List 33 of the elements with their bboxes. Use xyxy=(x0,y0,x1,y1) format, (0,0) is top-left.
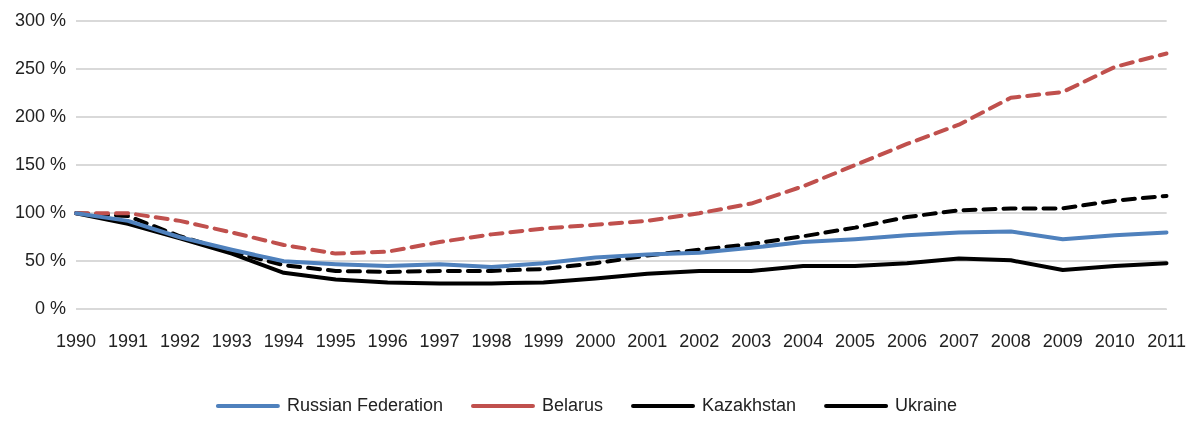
x-tick-label: 2008 xyxy=(990,331,1031,352)
x-tick-label: 1996 xyxy=(367,331,408,352)
x-tick-label: 2009 xyxy=(1042,331,1083,352)
y-tick-label: 50 % xyxy=(25,250,67,271)
y-tick-label: 200 % xyxy=(14,105,67,126)
y-tick-label: 250 % xyxy=(14,57,67,78)
x-tick-label: 1991 xyxy=(107,331,148,352)
legend-label: Ukraine xyxy=(895,394,958,415)
x-tick-label: 1992 xyxy=(159,331,200,352)
x-tick-label: 2000 xyxy=(575,331,616,352)
x-tick-label: 1997 xyxy=(419,331,460,352)
x-tick-label: 1994 xyxy=(263,331,304,352)
x-tick-label: 2007 xyxy=(938,331,979,352)
y-tick-label: 100 % xyxy=(14,202,67,223)
x-tick-label: 1998 xyxy=(471,331,512,352)
x-tick-label: 2010 xyxy=(1094,331,1135,352)
y-tick-label: 0 % xyxy=(35,298,67,319)
x-tick-label: 2003 xyxy=(731,331,772,352)
y-tick-label: 150 % xyxy=(14,154,67,175)
legend-label: Belarus xyxy=(541,394,604,415)
legend-label: Russian Federation xyxy=(286,394,443,415)
x-tick-label: 2006 xyxy=(886,331,927,352)
x-tick-label: 2004 xyxy=(783,331,824,352)
x-tick-label: 2001 xyxy=(627,331,668,352)
x-tick-label: 1990 xyxy=(56,331,97,352)
x-tick-label: 1999 xyxy=(523,331,564,352)
x-tick-label: 1993 xyxy=(211,331,252,352)
x-tick-label: 1995 xyxy=(315,331,356,352)
x-tick-label: 2011 xyxy=(1147,331,1187,352)
legend-label: Kazakhstan xyxy=(702,394,797,415)
y-tick-label: 300 % xyxy=(14,9,67,30)
x-tick-label: 2002 xyxy=(679,331,720,352)
x-tick-label: 2005 xyxy=(835,331,876,352)
